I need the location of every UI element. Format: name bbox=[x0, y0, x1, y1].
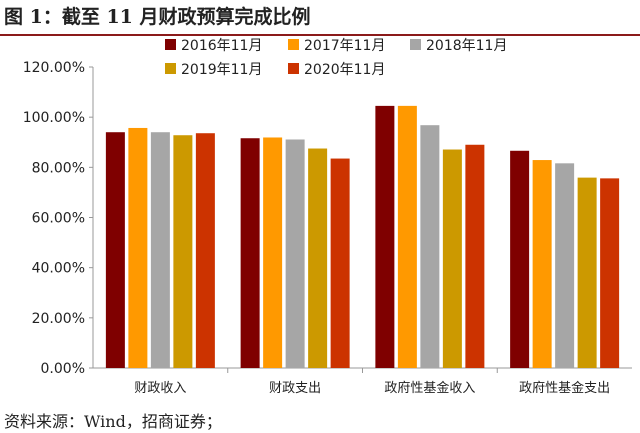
bar bbox=[577, 177, 597, 368]
bar bbox=[375, 105, 395, 369]
bar bbox=[420, 125, 440, 369]
bar bbox=[555, 163, 575, 368]
bar bbox=[285, 139, 305, 368]
x-tick-label: 政府性基金支出 bbox=[519, 380, 610, 396]
bar bbox=[105, 132, 125, 368]
bar bbox=[240, 138, 260, 368]
y-tick-label: 60.00% bbox=[32, 211, 85, 227]
x-tick-label: 财政收入 bbox=[134, 381, 186, 396]
legend-swatch bbox=[288, 39, 299, 50]
bar bbox=[150, 132, 170, 368]
bar bbox=[308, 148, 328, 368]
bar bbox=[465, 144, 485, 368]
bar bbox=[397, 105, 417, 369]
legend-swatch bbox=[165, 39, 176, 50]
x-tick-label: 政府性基金收入 bbox=[384, 380, 475, 396]
x-tick-label: 财政支出 bbox=[269, 381, 321, 396]
legend-label: 2020年11月 bbox=[304, 62, 385, 78]
legend-swatch bbox=[165, 63, 176, 74]
bar bbox=[510, 150, 530, 368]
figure-title: 图 1：截至 11 月财政预算完成比例 bbox=[4, 6, 311, 28]
y-tick-label: 120.00% bbox=[23, 60, 85, 76]
bar bbox=[173, 135, 193, 368]
legend-label: 2018年11月 bbox=[426, 38, 507, 54]
y-tick-label: 40.00% bbox=[32, 261, 85, 277]
title-divider bbox=[0, 34, 640, 36]
legend-label: 2019年11月 bbox=[181, 62, 262, 78]
legend-label: 2017年11月 bbox=[304, 38, 385, 54]
bar bbox=[600, 178, 620, 368]
y-tick-label: 0.00% bbox=[41, 361, 85, 377]
legend-swatch bbox=[288, 63, 299, 74]
bar bbox=[128, 127, 148, 368]
bar bbox=[330, 158, 350, 368]
y-tick-label: 100.00% bbox=[23, 110, 85, 126]
legend-label: 2016年11月 bbox=[181, 38, 262, 54]
bar bbox=[532, 160, 552, 368]
bar bbox=[442, 149, 462, 368]
y-tick-label: 20.00% bbox=[32, 311, 85, 327]
legend-swatch bbox=[410, 39, 421, 50]
y-tick-label: 80.00% bbox=[32, 160, 85, 176]
source-note: 资料来源：Wind，招商证券； bbox=[4, 412, 222, 431]
bar bbox=[263, 137, 283, 368]
bar-chart: 0.00% 20.00% 40.00% 60.00% 80.00% 100.00% 120.… bbox=[23, 38, 632, 396]
bar bbox=[195, 133, 215, 368]
